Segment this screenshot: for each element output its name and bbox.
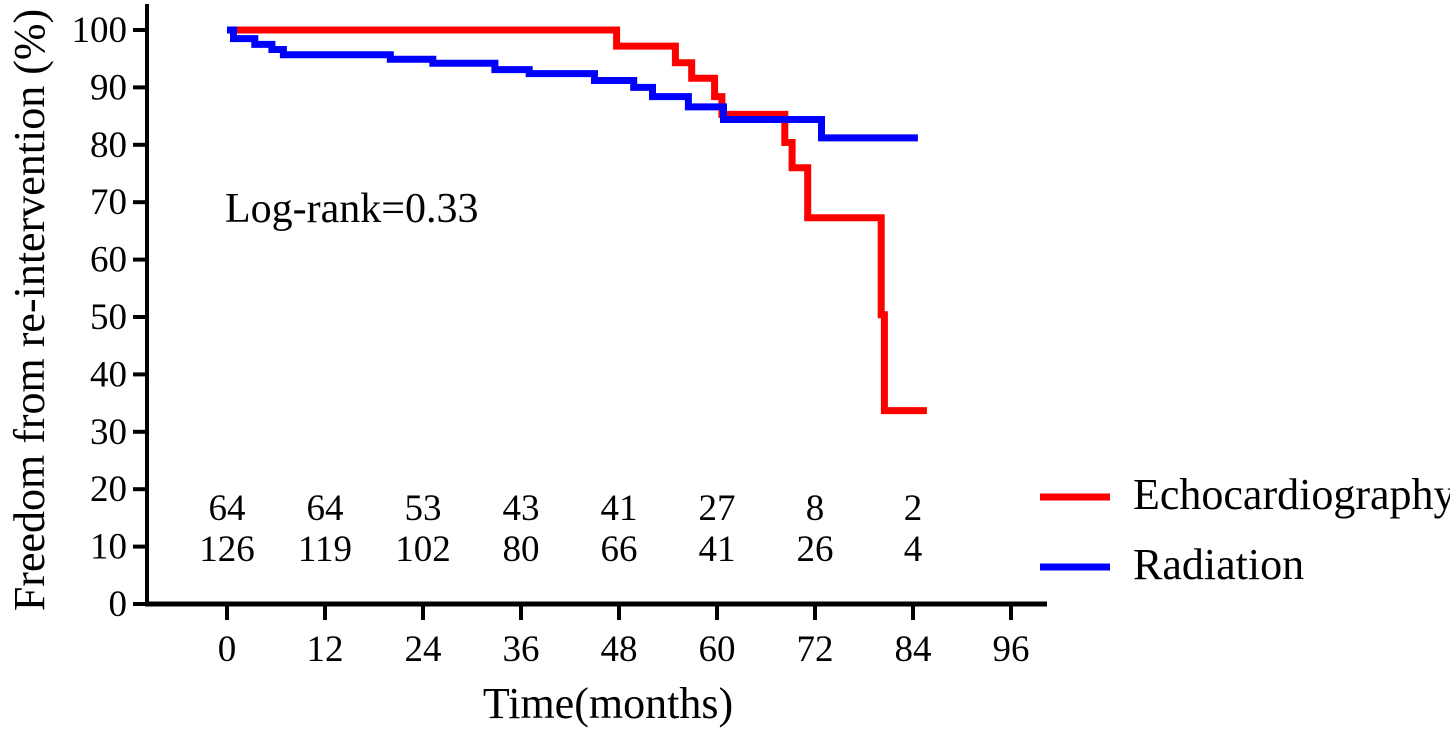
risk-number: 4: [904, 529, 923, 570]
risk-number: 119: [298, 529, 352, 570]
y-tick-label: 30: [90, 412, 127, 453]
x-tick-label: 60: [699, 629, 736, 670]
y-axis-ticks: 0 10 20 30 40 50 60 70 80 90 100: [72, 10, 147, 625]
y-tick-label: 10: [90, 527, 127, 568]
risk-number: 66: [601, 529, 638, 570]
x-tick-label: 24: [405, 629, 442, 670]
series-path-echocardiography: [227, 26, 927, 415]
x-tick-label: 96: [993, 629, 1030, 670]
y-tick-label: 20: [90, 469, 127, 510]
legend-item-echocardiography: Echocardiography: [1040, 470, 1450, 519]
legend-label-radiation: Radiation: [1133, 540, 1304, 589]
risk-number: 26: [797, 529, 834, 570]
risk-number: 64: [209, 488, 246, 529]
legend-label-echocardiography: Echocardiography: [1133, 470, 1450, 519]
legend: Echocardiography Radiation: [1040, 470, 1450, 589]
risk-number: 41: [699, 529, 736, 570]
x-tick-label: 12: [307, 629, 344, 670]
risk-number: 27: [699, 488, 736, 529]
y-axis-title: Freedom from re-intervention (%): [5, 9, 54, 611]
risk-number: 64: [307, 488, 344, 529]
y-tick-label: 90: [90, 67, 127, 108]
log-rank-annotation: Log-rank=0.33: [225, 186, 478, 232]
y-tick-label: 100: [72, 10, 128, 51]
risk-number: 53: [405, 488, 442, 529]
risk-number: 8: [806, 488, 825, 529]
y-tick-label: 50: [90, 297, 127, 338]
risk-row-echocardiography: 64 64 53 43 41 27 8 2: [209, 488, 923, 529]
risk-number: 43: [503, 488, 540, 529]
x-tick-label: 84: [895, 629, 932, 670]
x-tick-label: 72: [797, 629, 834, 670]
y-tick-label: 80: [90, 125, 127, 166]
survival-curves: [227, 26, 927, 415]
x-axis-ticks: 0 12 24 36 48 60 72 84 96: [218, 604, 1030, 670]
risk-number: 41: [601, 488, 638, 529]
risk-number: 126: [199, 529, 255, 570]
y-tick-label: 60: [90, 240, 127, 281]
y-tick-label: 70: [90, 182, 127, 223]
risk-number: 2: [904, 488, 923, 529]
x-tick-label: 36: [503, 629, 540, 670]
x-axis-title: Time(months): [483, 679, 733, 728]
x-tick-label: 48: [601, 629, 638, 670]
risk-row-radiation: 126 119 102 80 66 41 26 4: [199, 529, 922, 570]
risk-number: 102: [395, 529, 451, 570]
risk-number: 80: [503, 529, 540, 570]
y-tick-label: 0: [109, 584, 128, 625]
legend-item-radiation: Radiation: [1040, 540, 1304, 589]
x-tick-label: 0: [218, 629, 237, 670]
series-path-radiation: [227, 26, 918, 142]
y-tick-label: 40: [90, 354, 127, 395]
